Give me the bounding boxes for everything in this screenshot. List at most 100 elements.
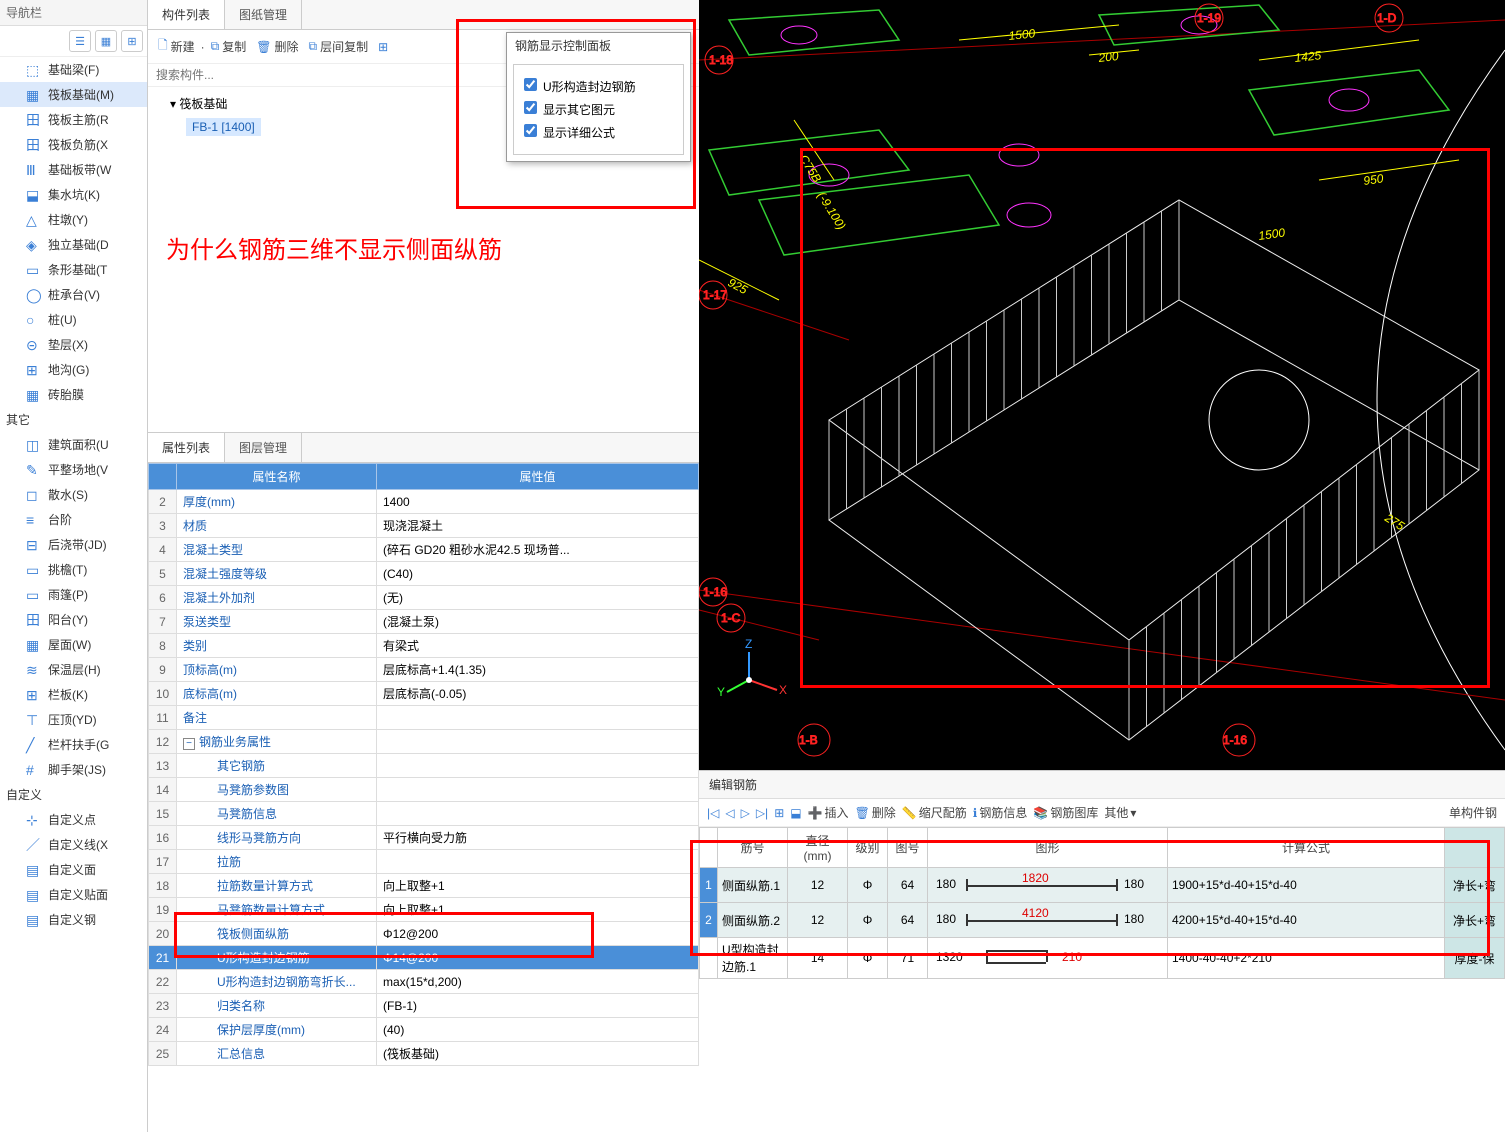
prop-val[interactable]: 向上取整+1: [377, 898, 699, 922]
props-row[interactable]: 19马凳筋数量计算方式向上取整+1: [149, 898, 699, 922]
prop-val[interactable]: (碎石 GD20 粗砂水泥42.5 现场普...: [377, 538, 699, 562]
props-row[interactable]: 17拉筋: [149, 850, 699, 874]
lib-button[interactable]: 📚钢筋图库: [1033, 804, 1098, 821]
nav-item[interactable]: ▤自定义贴面: [0, 882, 147, 907]
nav-item[interactable]: ⬚基础梁(F): [0, 57, 147, 82]
props-row[interactable]: 4混凝土类型(碎石 GD20 粗砂水泥42.5 现场普...: [149, 538, 699, 562]
info-button[interactable]: ℹ钢筋信息: [973, 804, 1028, 821]
last-icon[interactable]: ▷|: [756, 806, 768, 820]
tab-layers[interactable]: 图层管理: [225, 433, 302, 462]
prop-val[interactable]: max(15*d,200): [377, 970, 699, 994]
prop-val[interactable]: (混凝土泵): [377, 610, 699, 634]
next-icon[interactable]: ▷: [741, 806, 750, 820]
nav-view-list-icon[interactable]: ☰: [69, 30, 91, 52]
nav-item[interactable]: ⊟后浇带(JD): [0, 532, 147, 557]
tab-drawing-mgmt[interactable]: 图纸管理: [225, 0, 302, 29]
nav-item[interactable]: ▤自定义钢: [0, 907, 147, 932]
popup-check-2[interactable]: 显示其它图元: [524, 98, 673, 121]
first-icon[interactable]: |◁: [707, 806, 719, 820]
nav-item[interactable]: ▭雨篷(P): [0, 582, 147, 607]
props-row[interactable]: 20筏板侧面纵筋Φ12@200: [149, 922, 699, 946]
props-row[interactable]: 3材质现浇混凝土: [149, 514, 699, 538]
rebar-row[interactable]: 1侧面纵筋.112Φ6418018201801900+15*d-40+15*d-…: [700, 868, 1505, 903]
prop-val[interactable]: (无): [377, 586, 699, 610]
props-row[interactable]: 18拉筋数量计算方式向上取整+1: [149, 874, 699, 898]
prop-val[interactable]: (筏板基础): [377, 1042, 699, 1066]
props-row[interactable]: 2厚度(mm)1400: [149, 490, 699, 514]
t2-icon[interactable]: ⬓: [790, 806, 801, 820]
nav-item[interactable]: Ⅲ基础板带(W: [0, 157, 147, 182]
prev-icon[interactable]: ◁: [725, 806, 734, 820]
nav-item[interactable]: ／自定义线(X: [0, 832, 147, 857]
tab-component-list[interactable]: 构件列表: [148, 0, 225, 29]
prop-val[interactable]: (40): [377, 1018, 699, 1042]
prop-val[interactable]: (C40): [377, 562, 699, 586]
nav-item[interactable]: ⊹自定义点: [0, 807, 147, 832]
copy-button[interactable]: ⧉复制: [207, 36, 251, 57]
props-row[interactable]: 12−钢筋业务属性: [149, 730, 699, 754]
prop-val[interactable]: 向上取整+1: [377, 874, 699, 898]
nav-item[interactable]: #脚手架(JS): [0, 757, 147, 782]
prop-val[interactable]: 有梁式: [377, 634, 699, 658]
props-row[interactable]: 13其它钢筋: [149, 754, 699, 778]
nav-item[interactable]: △柱墩(Y): [0, 207, 147, 232]
nav-item[interactable]: ▭挑檐(T): [0, 557, 147, 582]
nav-item[interactable]: ▦屋面(W): [0, 632, 147, 657]
props-row[interactable]: 9顶标高(m)层底标高+1.4(1.35): [149, 658, 699, 682]
nav-item[interactable]: ≡台阶: [0, 507, 147, 532]
rebar-row[interactable]: 3U型构造封边筋.114Φ7113202101400-40-40+2*210厚度…: [700, 938, 1505, 979]
nav-item[interactable]: ◻散水(S): [0, 482, 147, 507]
nav-item[interactable]: ╱栏杆扶手(G: [0, 732, 147, 757]
nav-item[interactable]: 田筏板主筋(R: [0, 107, 147, 132]
nav-item[interactable]: ◈独立基础(D: [0, 232, 147, 257]
nav-item[interactable]: ▦筏板基础(M): [0, 82, 147, 107]
new-button[interactable]: 🗋新建: [154, 34, 199, 59]
props-row[interactable]: 14马凳筋参数图: [149, 778, 699, 802]
prop-val[interactable]: (FB-1): [377, 994, 699, 1018]
nav-view-grid-icon[interactable]: ▦: [95, 30, 117, 52]
nav-item[interactable]: ⊤压顶(YD): [0, 707, 147, 732]
prop-val[interactable]: [377, 778, 699, 802]
nav-item[interactable]: ◫建筑面积(U: [0, 432, 147, 457]
nav-item[interactable]: ○桩(U): [0, 307, 147, 332]
props-row[interactable]: 25汇总信息(筏板基础): [149, 1042, 699, 1066]
prop-val[interactable]: 现浇混凝土: [377, 514, 699, 538]
props-row[interactable]: 24保护层厚度(mm)(40): [149, 1018, 699, 1042]
nav-item[interactable]: ◯桩承台(V): [0, 282, 147, 307]
single-button[interactable]: 单构件钢: [1449, 804, 1497, 821]
delete-button[interactable]: 🗑删除: [252, 36, 302, 57]
del-button[interactable]: 🗑删除: [855, 804, 896, 821]
props-row[interactable]: 23归类名称(FB-1): [149, 994, 699, 1018]
nav-item[interactable]: ⊞栏板(K): [0, 682, 147, 707]
nav-item[interactable]: ▦砖胎膜: [0, 382, 147, 407]
prop-val[interactable]: 平行横向受力筋: [377, 826, 699, 850]
tree-leaf[interactable]: FB-1 [1400]: [186, 118, 261, 136]
t1-icon[interactable]: ⊞: [774, 806, 784, 820]
prop-val[interactable]: 层底标高(-0.05): [377, 682, 699, 706]
popup-check-3[interactable]: 显示详细公式: [524, 121, 673, 144]
nav-item[interactable]: ▭条形基础(T: [0, 257, 147, 282]
prop-val[interactable]: 1400: [377, 490, 699, 514]
props-row[interactable]: 7泵送类型(混凝土泵): [149, 610, 699, 634]
nav-item[interactable]: ✎平整场地(V: [0, 457, 147, 482]
nav-item[interactable]: 田筏板负筋(X: [0, 132, 147, 157]
props-row[interactable]: 6混凝土外加剂(无): [149, 586, 699, 610]
prop-val[interactable]: [377, 850, 699, 874]
other-button[interactable]: 其他 ▾: [1104, 804, 1136, 821]
props-row[interactable]: 5混凝土强度等级(C40): [149, 562, 699, 586]
props-row[interactable]: 21U形构造封边钢筋Φ14@200: [149, 946, 699, 970]
scale-button[interactable]: 📏缩尺配筋: [902, 804, 967, 821]
prop-val[interactable]: [377, 706, 699, 730]
prop-val[interactable]: 层底标高+1.4(1.35): [377, 658, 699, 682]
nav-item[interactable]: ⊝垫层(X): [0, 332, 147, 357]
nav-item[interactable]: ⊞地沟(G): [0, 357, 147, 382]
more-icon[interactable]: ⊞: [374, 38, 392, 56]
rebar-row[interactable]: 2侧面纵筋.212Φ6418041201804200+15*d-40+15*d-…: [700, 903, 1505, 938]
nav-view-tree-icon[interactable]: ⊞: [121, 30, 143, 52]
nav-item[interactable]: 田阳台(Y): [0, 607, 147, 632]
viewport-3d[interactable]: 1-18 1-17 1-16 1-C 1-B 1-16 1-19 1-D 150…: [699, 0, 1505, 770]
props-row[interactable]: 22U形构造封边钢筋弯折长...max(15*d,200): [149, 970, 699, 994]
floor-copy-button[interactable]: ⧉层间复制: [305, 36, 373, 57]
props-row[interactable]: 8类别有梁式: [149, 634, 699, 658]
tab-props[interactable]: 属性列表: [148, 433, 225, 462]
